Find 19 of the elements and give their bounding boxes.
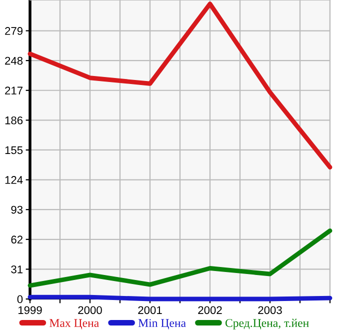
legend-label: Min Цена: [138, 319, 186, 330]
y-tick-label: 93: [11, 206, 23, 214]
y-tick-label: 217: [5, 86, 22, 94]
x-tick-label: 2001: [138, 306, 162, 314]
y-tick-label: 0: [17, 295, 23, 304]
line-series: [28, 228, 332, 288]
legend-label: Max Цена: [50, 319, 99, 330]
legend-label: Сред.Цена, т.йен: [225, 318, 309, 330]
y-tick-label: 248: [5, 56, 23, 65]
y-tick-label: 31: [11, 265, 23, 274]
x-tick-label: 2002: [198, 306, 222, 314]
y-tick-label: 186: [5, 116, 23, 124]
x-tick-label: 2003: [258, 306, 282, 314]
x-tick-label: 2000: [78, 306, 102, 314]
y-tick-label: 124: [5, 176, 23, 184]
y-tick-label: 155: [5, 146, 23, 154]
y-tick-label: 62: [11, 236, 22, 244]
x-tick-label: 1999: [18, 306, 42, 314]
y-tick-label: 279: [5, 27, 23, 35]
